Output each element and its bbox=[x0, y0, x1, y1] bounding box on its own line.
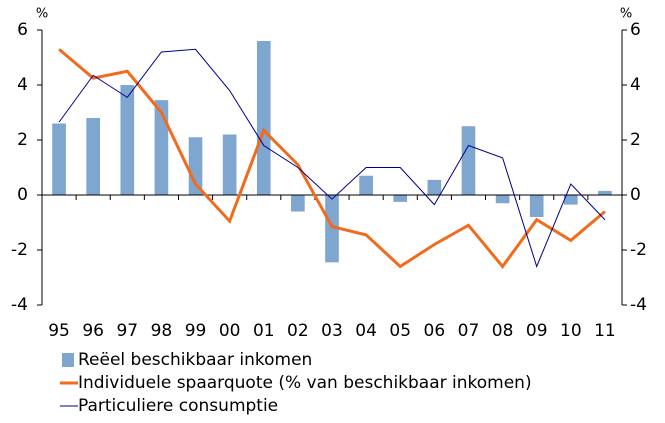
x-tick-label: 97 bbox=[116, 321, 138, 341]
x-tick-label: 02 bbox=[287, 321, 309, 341]
legend-label: Individuele spaarquote (% van beschikbaa… bbox=[78, 373, 532, 393]
y-unit: % bbox=[36, 7, 48, 22]
bar bbox=[461, 126, 476, 195]
y2-tick-label: -2 bbox=[630, 240, 647, 260]
y2-tick-label: -4 bbox=[630, 295, 647, 315]
bar bbox=[598, 190, 612, 195]
x-tick-label: 95 bbox=[48, 321, 70, 341]
x-tick-label: 05 bbox=[389, 321, 411, 341]
x-tick-label: 11 bbox=[594, 321, 616, 341]
bar bbox=[154, 100, 169, 195]
y-tick-label: 0 bbox=[17, 185, 28, 205]
legend-label: Reëel beschikbaar inkomen bbox=[78, 350, 312, 370]
y-tick-label: 4 bbox=[17, 75, 28, 95]
line bbox=[58, 48, 606, 269]
x-tick-label: 10 bbox=[560, 321, 582, 341]
bar bbox=[52, 123, 66, 195]
y2-tick-label: 2 bbox=[630, 130, 641, 150]
y-tick-label: 6 bbox=[17, 20, 28, 40]
bar bbox=[188, 137, 203, 195]
x-tick-label: 99 bbox=[185, 321, 207, 341]
x-tick-label: 96 bbox=[82, 321, 104, 341]
bar bbox=[393, 195, 408, 202]
x-tick-label: 03 bbox=[321, 321, 343, 341]
bar bbox=[325, 195, 339, 263]
bar bbox=[495, 195, 510, 204]
bar bbox=[529, 195, 544, 217]
legend-label: Particuliere consumptie bbox=[78, 396, 278, 416]
y2-tick-label: 4 bbox=[630, 75, 641, 95]
y2-tick-label: 6 bbox=[630, 20, 641, 40]
y2-tick-label: 0 bbox=[630, 185, 641, 205]
x-tick-label: 04 bbox=[355, 321, 377, 341]
y-tick-label: 2 bbox=[17, 130, 28, 150]
bar bbox=[291, 195, 305, 212]
x-tick-label: 06 bbox=[424, 321, 446, 341]
x-tick-label: 00 bbox=[219, 321, 241, 341]
bar bbox=[359, 175, 373, 195]
x-tick-label: 09 bbox=[526, 321, 548, 341]
x-tick-label: 01 bbox=[253, 321, 275, 341]
bar bbox=[120, 85, 135, 195]
line bbox=[58, 48, 606, 268]
bar bbox=[222, 134, 237, 195]
y2-unit: % bbox=[620, 7, 632, 22]
y-tick-label: -2 bbox=[11, 240, 28, 260]
x-tick-label: 08 bbox=[492, 321, 514, 341]
x-tick-label: 98 bbox=[151, 321, 173, 341]
bar bbox=[256, 41, 271, 195]
bar bbox=[564, 195, 578, 205]
bar bbox=[86, 118, 100, 195]
y-tick-label: -4 bbox=[11, 295, 28, 315]
bar bbox=[427, 179, 442, 195]
legend-swatch bbox=[62, 353, 74, 367]
x-tick-label: 07 bbox=[458, 321, 480, 341]
